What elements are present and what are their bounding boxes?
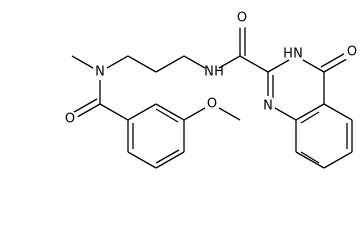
atom-label: O [237,11,247,26]
molecule-diagram: N O O N H O N H O N [62,10,360,169]
atom-label: N [263,99,273,114]
atom-label: H [214,65,224,80]
atom-label: O [65,112,75,127]
atom-labels: N O O N H O N H O N [62,11,360,127]
atom-label: H [283,47,293,62]
atom-label: N [204,65,214,80]
atom-label: N [293,47,303,62]
atom-label: N [95,65,105,80]
atom-label: O [207,97,217,112]
bonds [68,24,353,169]
atom-label: O [347,45,357,60]
